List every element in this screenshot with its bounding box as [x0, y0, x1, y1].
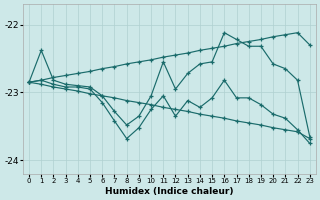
X-axis label: Humidex (Indice chaleur): Humidex (Indice chaleur)	[105, 187, 234, 196]
